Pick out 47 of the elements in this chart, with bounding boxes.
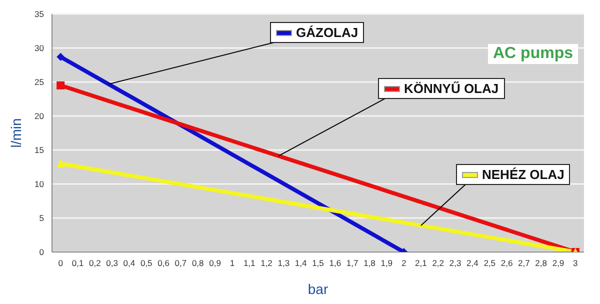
- legend-label: NEHÉZ OLAJ: [482, 167, 564, 182]
- x-tick-label: 0,3: [106, 258, 118, 268]
- x-tick-label: 2,4: [466, 258, 479, 268]
- x-tick-label: 2,2: [432, 258, 444, 268]
- x-tick-label: 1,6: [329, 258, 342, 268]
- x-tick-label: 3: [573, 258, 578, 268]
- x-tick-label: 2,3: [449, 258, 462, 268]
- x-axis-title: bar: [308, 281, 328, 297]
- x-tick-label: 0,6: [158, 258, 170, 268]
- y-tick-label: 15: [34, 145, 44, 156]
- y-tick-label: 30: [34, 43, 44, 54]
- x-tick-label: 1,7: [346, 258, 358, 268]
- x-tick-label: 0,8: [192, 258, 204, 268]
- x-tick-label: 1: [230, 258, 235, 268]
- x-tick-label: 1,3: [278, 258, 290, 268]
- y-axis-title: l/min: [8, 118, 24, 148]
- x-tick-label: 1,9: [380, 258, 393, 268]
- y-tick-label: 10: [34, 179, 44, 190]
- point: [56, 52, 65, 61]
- x-tick-label: 1,8: [364, 258, 376, 268]
- x-tick-label: 1,1: [243, 258, 256, 268]
- legend-label: GÁZOLAJ: [296, 25, 358, 40]
- x-tick-label: 0,1: [72, 258, 84, 268]
- x-tick-label: 0,2: [88, 258, 102, 268]
- x-tick-label: 2: [401, 258, 406, 268]
- y-tick-label: 20: [34, 111, 44, 122]
- x-tick-label: 0: [58, 258, 64, 268]
- x-tick-label: 2,1: [415, 258, 428, 268]
- x-tick-label: 0,4: [123, 258, 136, 268]
- x-tick-label: 2,7: [518, 258, 530, 268]
- y-tick-label: 0: [39, 247, 44, 258]
- x-tick-label: 2,8: [535, 258, 548, 268]
- x-tick-label: 0,5: [140, 258, 153, 268]
- x-tick-label: 0,7: [174, 258, 187, 268]
- point: [56, 81, 65, 90]
- x-tick-label: 2,6: [500, 258, 513, 268]
- x-tick-label: 1,5: [312, 258, 324, 268]
- y-tick-label: 35: [34, 9, 44, 20]
- x-tick-label: 2,9: [552, 258, 564, 268]
- x-tick-label: 1,2: [260, 258, 273, 268]
- annotation: AC pumps: [488, 44, 578, 64]
- legend-label: KÖNNYŰ OLAJ: [404, 81, 499, 96]
- x-tick-label: 1,4: [294, 258, 308, 268]
- x-tick-label: 2,5: [484, 258, 496, 268]
- x-tick-label: 0,9: [209, 258, 222, 268]
- y-tick-label: 25: [34, 77, 44, 88]
- y-tick-label: 5: [39, 213, 44, 224]
